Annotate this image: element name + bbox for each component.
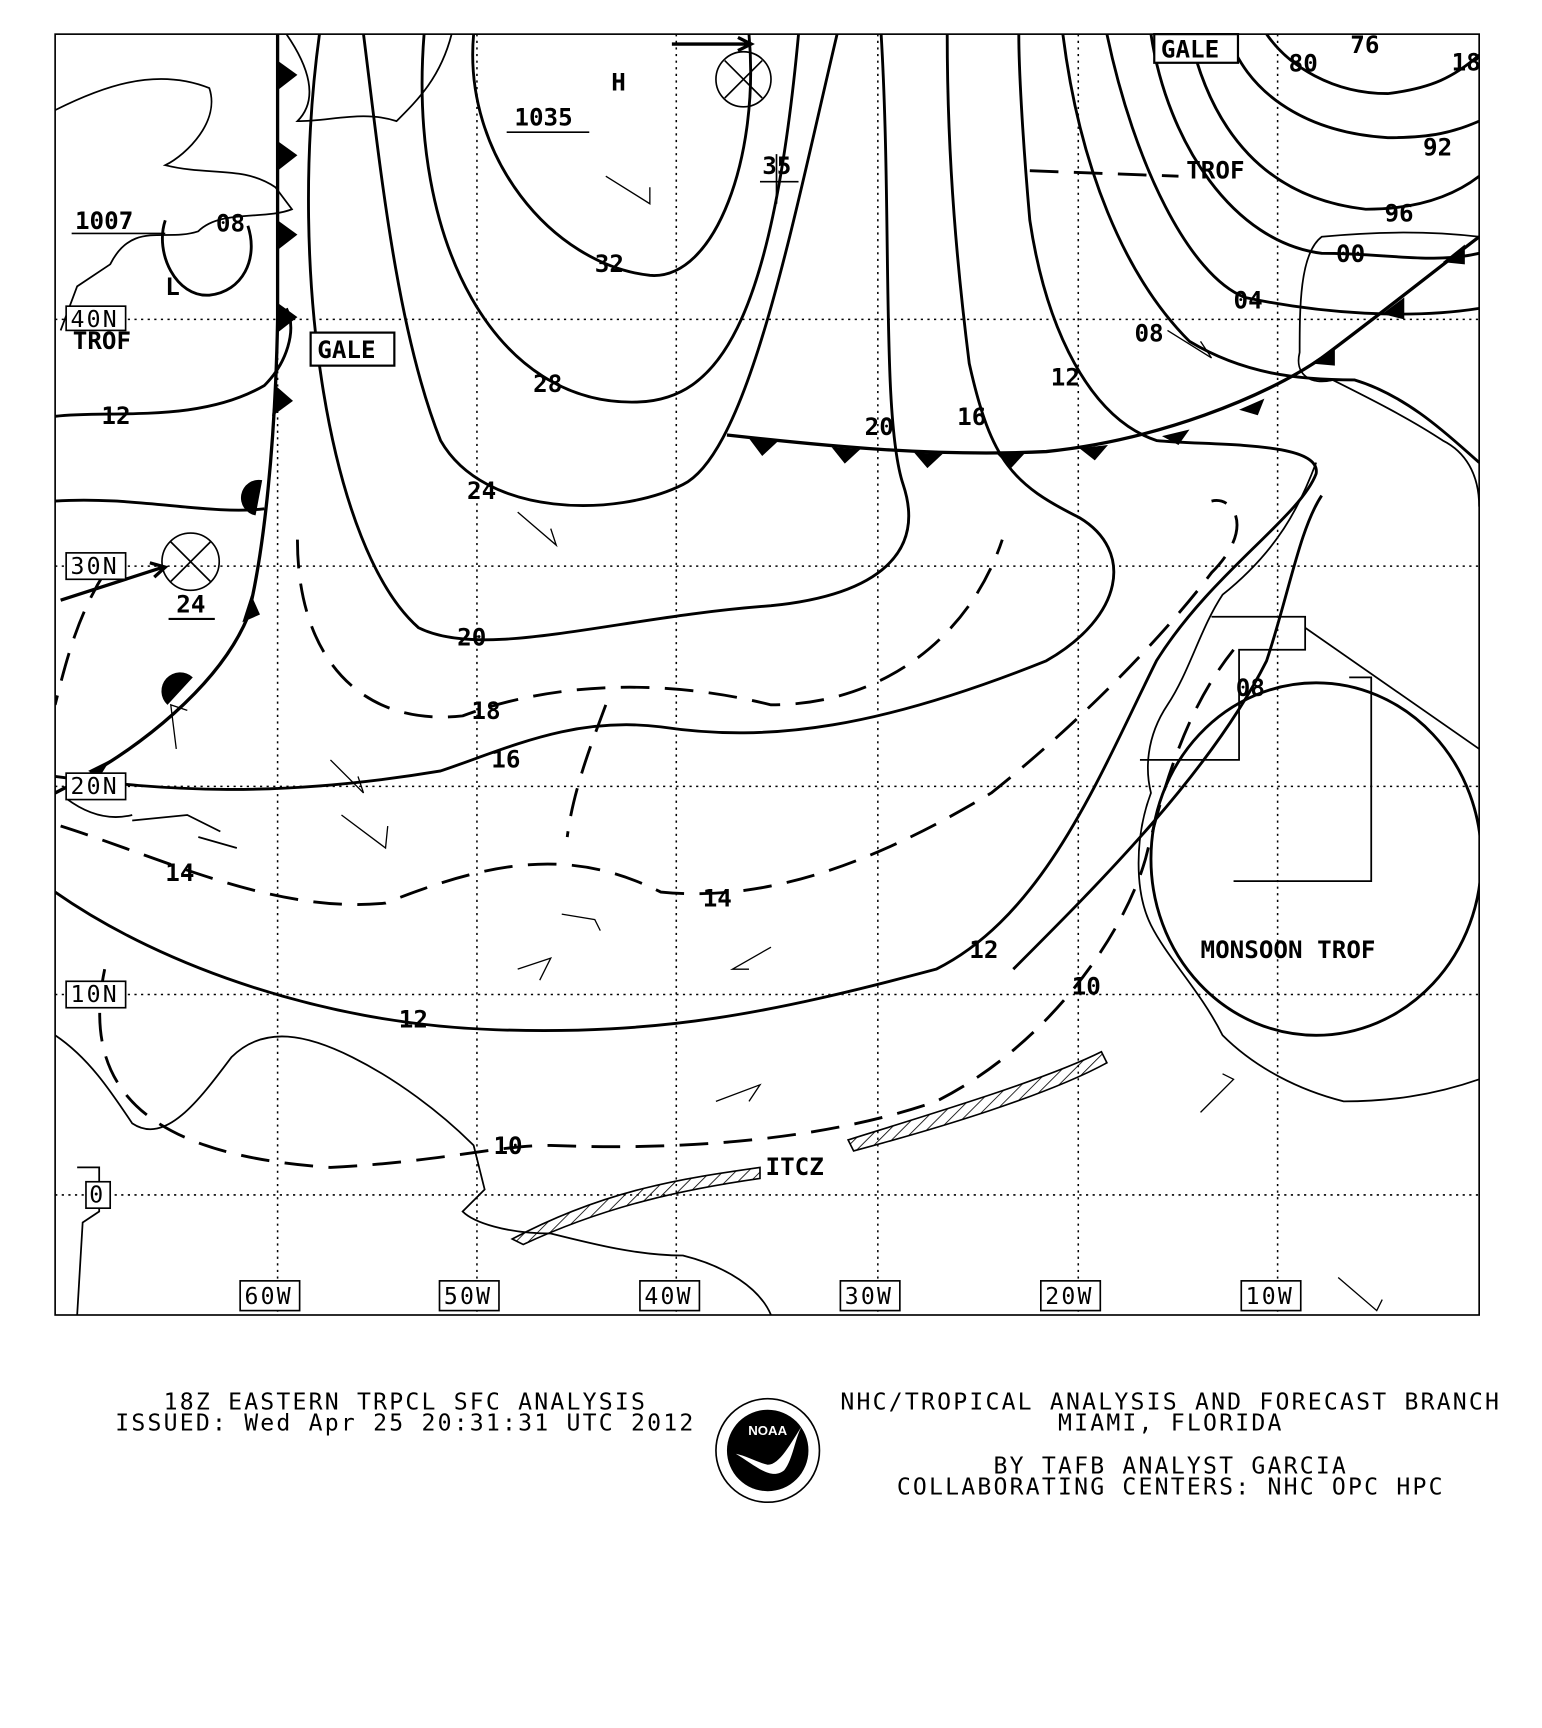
feature-labels: GALE GALE TROF TROF MONSOON TROF ITCZ bbox=[73, 33, 1376, 1181]
latitude-labels: 40N 30N 20N 10N 0 bbox=[65, 305, 127, 1209]
lat-lon-grid bbox=[55, 34, 1480, 1315]
high-forecast-value: 35 bbox=[762, 152, 791, 180]
isobar-label: 32 bbox=[595, 250, 624, 278]
logo-text: NOAA bbox=[748, 1423, 787, 1438]
low-pressure-value: 1007 bbox=[75, 207, 133, 235]
isobar-label: 20 bbox=[457, 623, 486, 651]
isobar-label: 16 bbox=[491, 746, 520, 774]
low-pressure-symbol: L bbox=[165, 273, 180, 301]
isobar-label: 10 bbox=[493, 1132, 522, 1160]
isobar-label: 96 bbox=[1384, 199, 1413, 227]
isobar-label: 14 bbox=[165, 859, 194, 887]
storm-center-west bbox=[161, 532, 221, 592]
lon-label: 60W bbox=[245, 1284, 293, 1310]
isobar-label: 10 bbox=[1072, 973, 1101, 1001]
isobar-label: 00 bbox=[1336, 240, 1365, 268]
issued-time: ISSUED: Wed Apr 25 20:31:31 UTC 2012 bbox=[115, 1411, 695, 1437]
lat-label: 0 bbox=[89, 1183, 105, 1209]
cold-front-east bbox=[726, 235, 1480, 469]
cold-front-west bbox=[55, 34, 298, 795]
isobar-label: 24 bbox=[467, 477, 496, 505]
isobar-label: 80 bbox=[1289, 50, 1318, 78]
low-forecast-value: 08 bbox=[216, 209, 245, 237]
organization: NHC/TROPICAL ANALYSIS AND FORECAST BRANC… bbox=[840, 1390, 1501, 1416]
low2-forecast-value: 24 bbox=[176, 590, 205, 618]
high-motion-arrow bbox=[671, 35, 755, 53]
isobar-label: 08 bbox=[1236, 674, 1265, 702]
isobar-label: 18 bbox=[1452, 48, 1481, 76]
isobar-label: 16 bbox=[957, 403, 986, 431]
lat-label: 40N bbox=[71, 307, 119, 333]
product-title: 18Z EASTERN TRPCL SFC ANALYSIS bbox=[164, 1390, 647, 1416]
trough-label: TROF bbox=[1186, 156, 1244, 184]
isobar-label: 76 bbox=[1350, 31, 1379, 59]
lon-label: 40W bbox=[644, 1284, 692, 1310]
isobar-label: 04 bbox=[1234, 286, 1263, 314]
high-pressure-value: 1035 bbox=[514, 104, 572, 132]
isobar-label: 14 bbox=[703, 884, 732, 912]
high-pressure-symbol: H bbox=[611, 68, 626, 96]
longitude-labels: 60W 50W 40W 30W 20W 10W bbox=[239, 1280, 1302, 1312]
isobar-label: 28 bbox=[533, 370, 562, 398]
lat-label: 20N bbox=[71, 774, 119, 800]
isobar-label: 92 bbox=[1423, 133, 1452, 161]
footer: 18Z EASTERN TRPCL SFC ANALYSIS ISSUED: W… bbox=[115, 1390, 1501, 1504]
isobar-label: 12 bbox=[1051, 363, 1080, 391]
isobar-label: 12 bbox=[399, 1006, 428, 1034]
isobar-label: 12 bbox=[101, 402, 130, 430]
storm-center-north bbox=[715, 50, 772, 108]
isobar-label: 12 bbox=[969, 936, 998, 964]
gale-warning-label: GALE bbox=[1161, 35, 1219, 63]
low-motion-arrow bbox=[60, 561, 169, 602]
lon-label: 30W bbox=[845, 1284, 893, 1310]
noaa-logo: NOAA bbox=[715, 1397, 821, 1504]
isobar-labels: 32 28 24 20 20 18 16 16 14 14 12 12 12 1… bbox=[101, 31, 1480, 1160]
isobar-label: 08 bbox=[1134, 319, 1163, 347]
wind-barbs bbox=[169, 175, 1383, 1312]
lon-label: 10W bbox=[1246, 1284, 1294, 1310]
lon-label: 20W bbox=[1045, 1284, 1093, 1310]
analyst: BY TAFB ANALYST GARCIA bbox=[994, 1454, 1349, 1480]
lat-label: 30N bbox=[71, 554, 119, 580]
collaborating-centers: COLLABORATING CENTERS: NHC OPC HPC bbox=[897, 1475, 1445, 1501]
lon-label: 50W bbox=[444, 1284, 492, 1310]
isobar-label: 20 bbox=[865, 413, 894, 441]
dashed-isobars bbox=[55, 169, 1239, 1169]
itcz-label: ITCZ bbox=[765, 1153, 823, 1181]
isobars bbox=[55, 34, 1480, 1037]
monsoon-trough-label: MONSOON TROF bbox=[1201, 936, 1376, 964]
isobar-label: 18 bbox=[471, 697, 500, 725]
coastlines bbox=[55, 34, 1480, 1315]
map-frame bbox=[54, 33, 1480, 1316]
itcz-band bbox=[510, 1050, 1109, 1246]
forecast-position-marker bbox=[71, 131, 799, 235]
lat-label: 10N bbox=[71, 982, 119, 1008]
trough-label: TROF bbox=[73, 327, 131, 355]
location: MIAMI, FLORIDA bbox=[1058, 1411, 1284, 1437]
gale-warning-label: GALE bbox=[317, 336, 375, 364]
